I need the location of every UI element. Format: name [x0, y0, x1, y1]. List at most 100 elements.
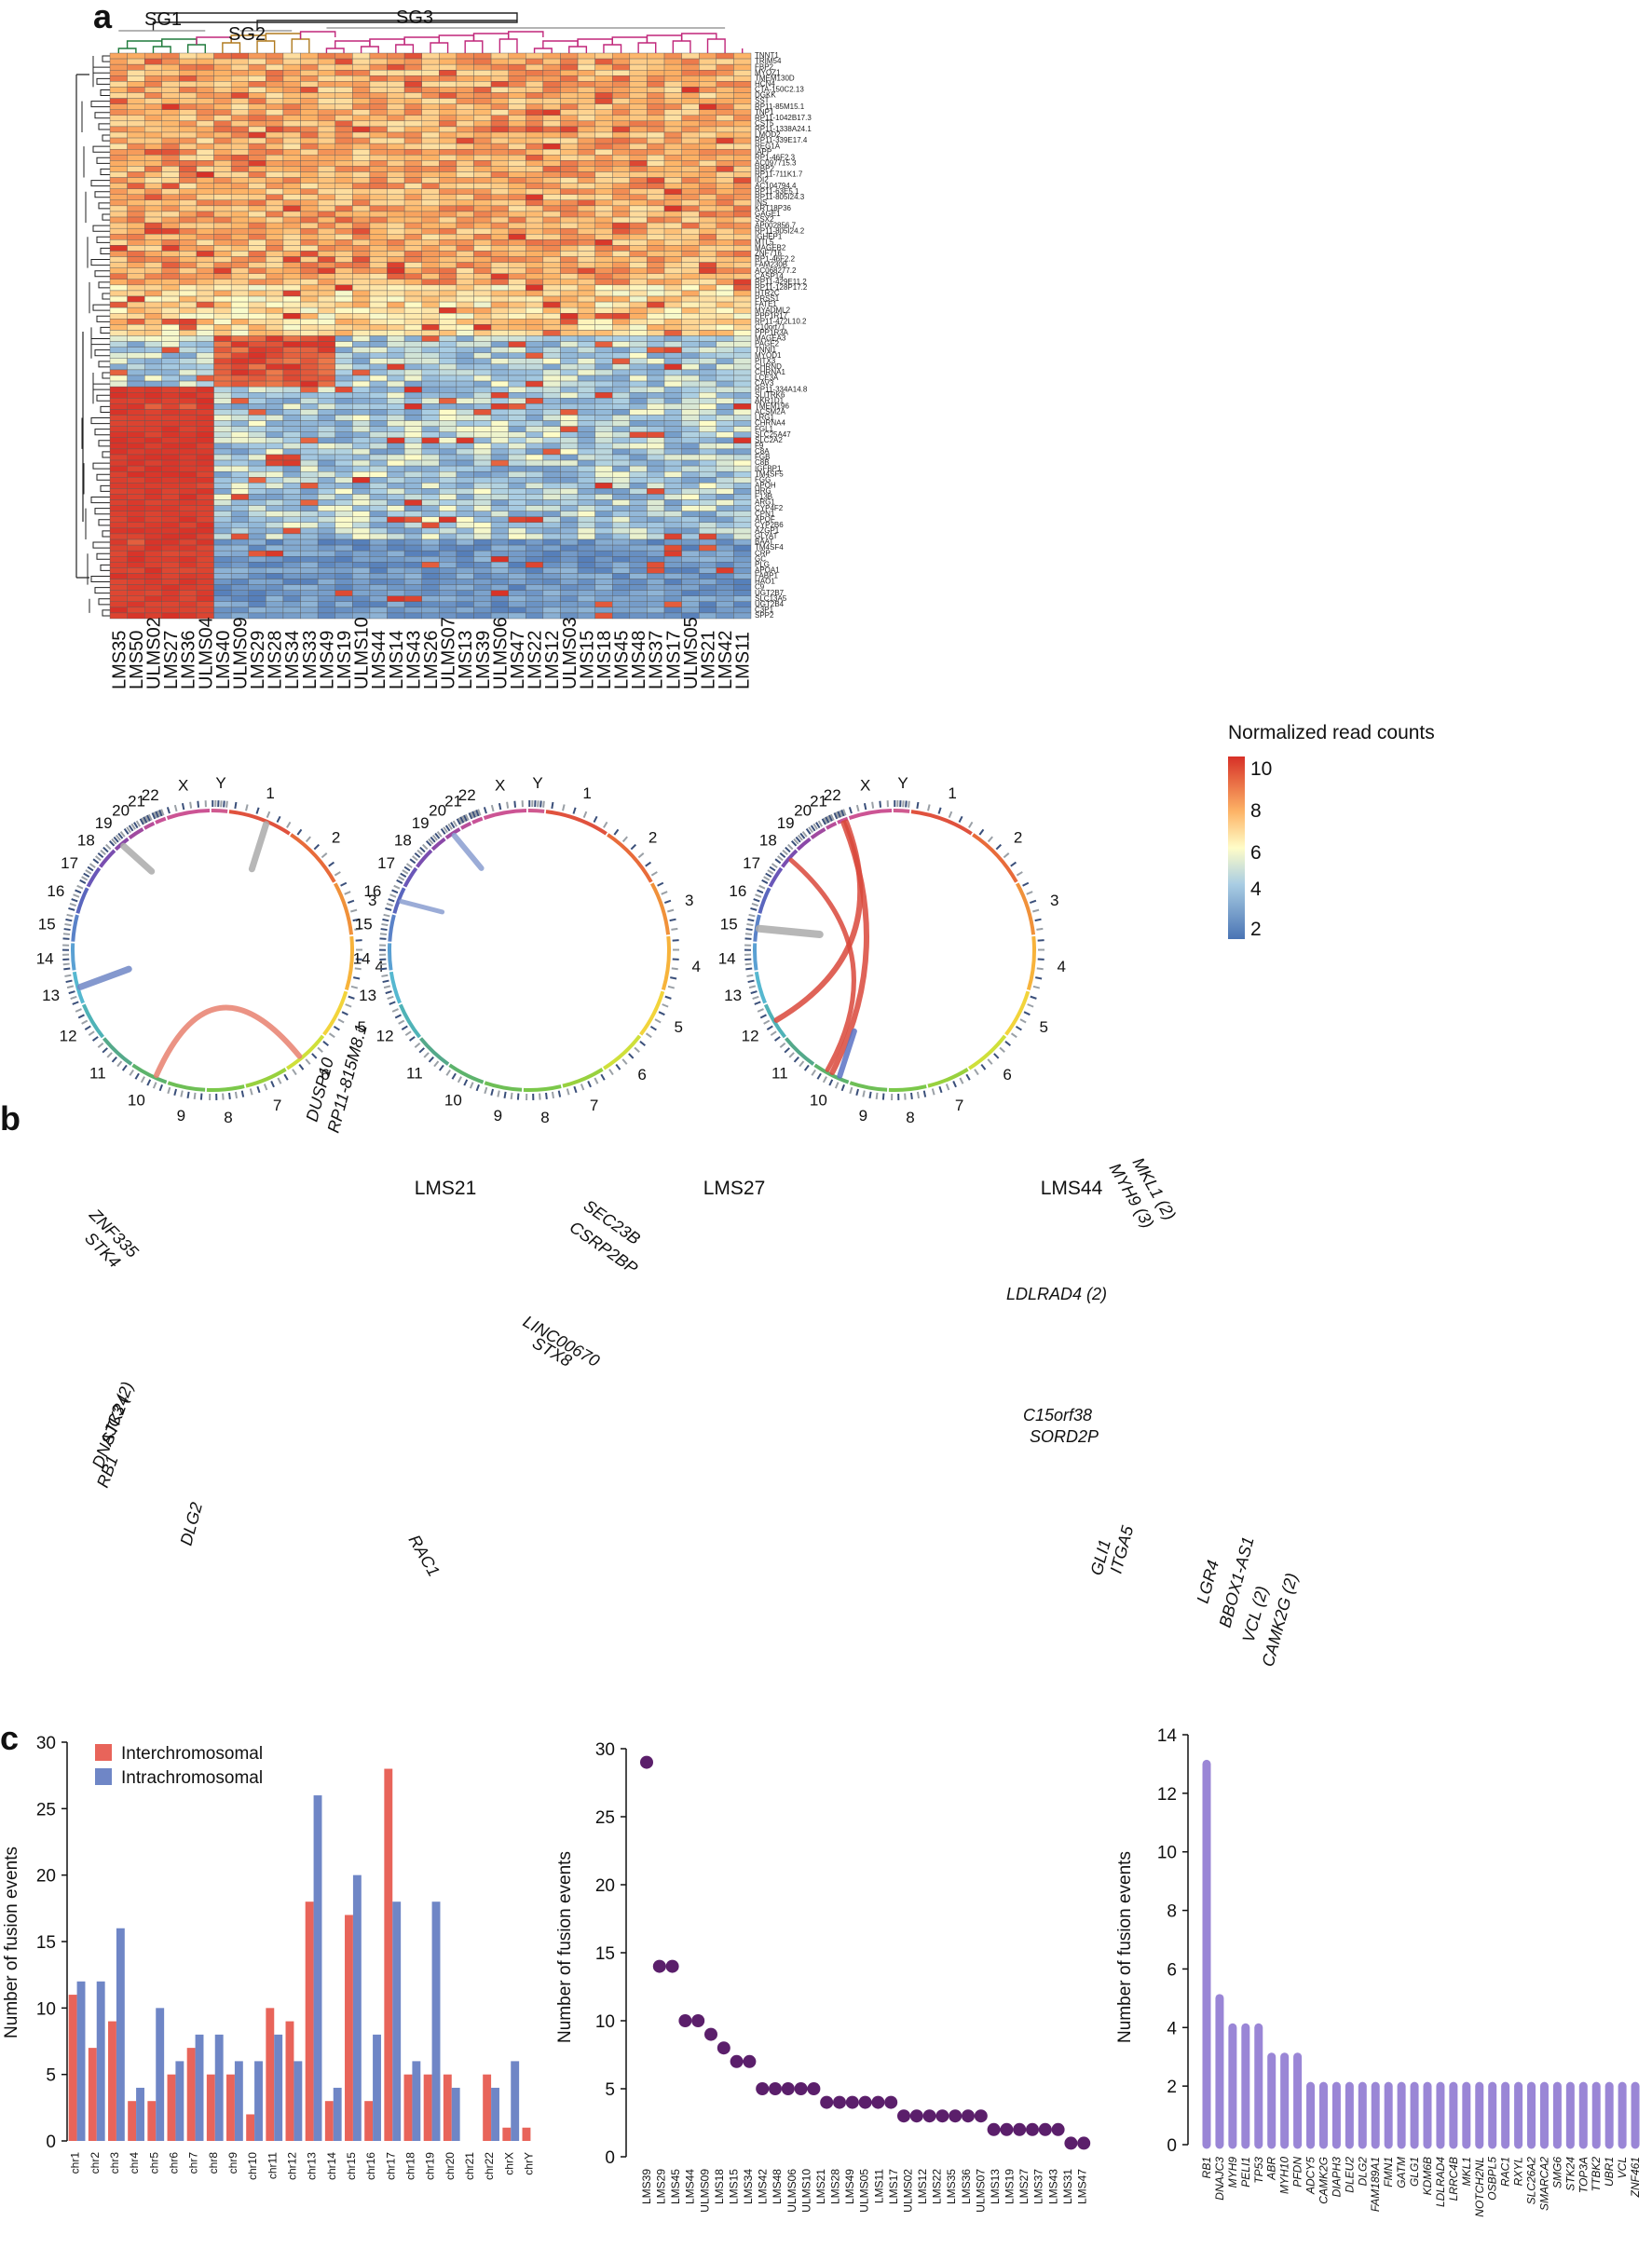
heatmap-cell: [300, 239, 319, 246]
heatmap-cell: [143, 262, 162, 268]
heatmap-cell: [282, 341, 301, 348]
heatmap-cell: [490, 335, 509, 342]
heatmap-cell: [334, 505, 353, 511]
ideogram-band: [993, 1053, 1000, 1059]
heatmap-cell: [300, 459, 319, 467]
heatmap-cell: [403, 511, 422, 517]
heatmap-cell: [594, 403, 613, 410]
heatmap-cell: [352, 267, 371, 274]
heatmap-cell: [421, 81, 440, 88]
heatmap-cell: [300, 155, 319, 161]
heatmap-cell: [560, 194, 579, 201]
heatmap-cell: [542, 290, 561, 297]
heatmap-cell: [109, 538, 128, 546]
heatmap-cell: [473, 470, 492, 478]
row-dendrogram-branch: [94, 508, 110, 515]
heatmap-cell: [179, 183, 198, 189]
heatmap-cell: [490, 234, 509, 240]
heatmap-cell: [369, 454, 388, 461]
heatmap-cell: [248, 538, 266, 546]
ideogram-band: [83, 872, 90, 879]
heatmap-cell: [421, 511, 440, 517]
heatmap-cell: [612, 415, 631, 421]
heatmap-cell: [127, 75, 145, 82]
heatmap-cell: [473, 573, 492, 579]
heatmap-cell: [456, 573, 474, 579]
heatmap-cell: [213, 579, 232, 585]
heatmap-cell: [526, 470, 544, 478]
ideogram-band: [744, 937, 752, 940]
heatmap-cell: [369, 409, 388, 416]
row-dendrogram-branch: [100, 484, 110, 492]
heatmap-cell: [282, 527, 301, 535]
ideogram-band: [64, 922, 72, 927]
heatmap-cell: [542, 590, 561, 596]
heatmap-cell: [490, 58, 509, 65]
heatmap-cell: [542, 166, 561, 172]
heatmap-cell: [300, 313, 319, 320]
x-tick-label: TP53: [1252, 2157, 1265, 2184]
heatmap-cell: [127, 227, 145, 235]
heatmap-cell: [647, 211, 665, 218]
heatmap-cell: [699, 369, 717, 376]
heatmap-cell: [403, 284, 422, 292]
heatmap-cell: [230, 313, 249, 320]
heatmap-cell: [369, 295, 388, 303]
heatmap-cell: [213, 454, 232, 461]
heatmap-cell: [733, 595, 752, 602]
heatmap-cell: [109, 239, 128, 246]
heatmap-cell: [456, 459, 474, 467]
heatmap-cell: [733, 216, 752, 224]
heatmap-cell: [490, 607, 509, 614]
heatmap-cell: [612, 533, 631, 540]
heatmap-cell: [213, 313, 232, 320]
heatmap-cell: [196, 426, 214, 432]
heatmap-cell: [421, 98, 440, 104]
heatmap-cell: [196, 131, 214, 139]
heatmap-cell: [577, 363, 595, 371]
heatmap-cell: [403, 426, 422, 432]
ideogram-band: [87, 866, 94, 872]
heatmap-cell: [403, 256, 422, 263]
heatmap-cell: [439, 166, 457, 172]
heatmap-cell: [143, 392, 162, 399]
x-tick-label: LMS47: [1075, 2169, 1088, 2204]
heatmap-cell: [542, 494, 561, 500]
heatmap-cell: [716, 595, 734, 602]
heatmap-cell: [317, 120, 335, 128]
heatmap-cell: [143, 284, 162, 292]
heatmap-cell: [456, 443, 474, 450]
data-point: [858, 2095, 872, 2109]
heatmap-cell: [387, 227, 405, 235]
heatmap-cell: [733, 415, 752, 421]
heatmap-cell: [282, 352, 301, 359]
heatmap-legend: Normalized read counts 10 8 6 4 2: [1228, 722, 1435, 940]
heatmap-cell: [161, 92, 180, 99]
heatmap-cell: [577, 607, 595, 614]
heatmap-cell: [716, 256, 734, 263]
heatmap-cell: [369, 273, 388, 280]
heatmap-cell: [560, 459, 579, 467]
heatmap-cell: [542, 171, 561, 178]
heatmap-cell: [213, 375, 232, 382]
ideogram-band: [475, 810, 480, 817]
heatmap-cell: [403, 369, 422, 376]
heatmap-cell: [560, 573, 579, 579]
heatmap-cell: [300, 335, 319, 342]
y-tick-label: 5: [605, 2080, 615, 2100]
heatmap-grid: [109, 52, 752, 620]
heatmap-cell: [594, 92, 613, 99]
heatmap-cell: [663, 284, 682, 292]
bar-interchromosomal: [186, 2048, 196, 2141]
heatmap-cell: [629, 505, 648, 511]
heatmap-cell: [161, 454, 180, 461]
heatmap-cell: [369, 347, 388, 353]
ideogram-band: [799, 1060, 805, 1068]
heatmap-cell: [300, 98, 319, 104]
sample-label: LMS17: [663, 631, 684, 689]
heatmap-cell: [456, 584, 474, 591]
heatmap-cell: [369, 544, 388, 552]
heatmap-cell: [403, 324, 422, 331]
heatmap-cell: [317, 483, 335, 489]
